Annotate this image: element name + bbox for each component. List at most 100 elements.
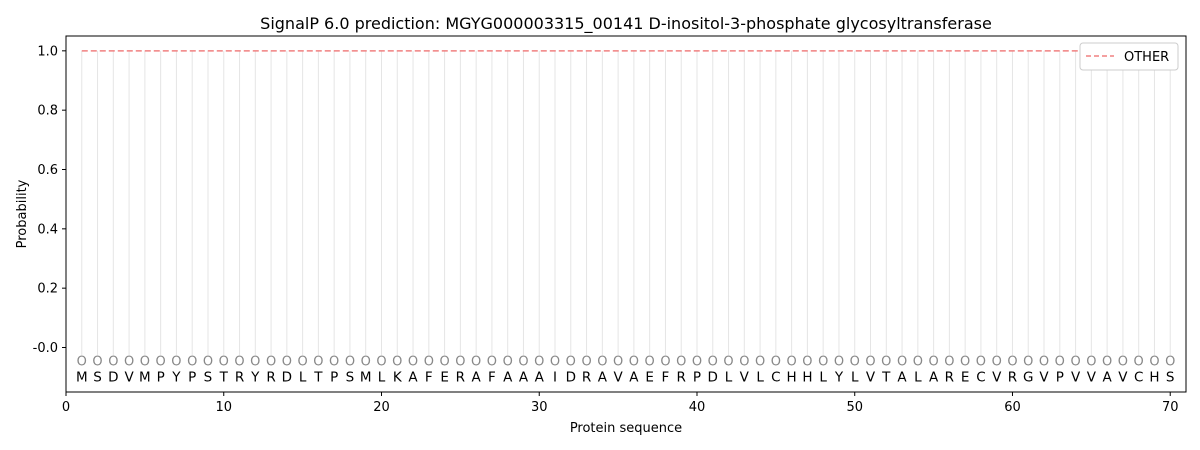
- x-tick-label: 0: [62, 400, 70, 415]
- residue-marker: O: [140, 354, 150, 369]
- residue-letter: D: [708, 370, 718, 386]
- grid-lines: [81, 50, 1171, 355]
- residue-marker: O: [329, 354, 339, 369]
- residue-letter: S: [93, 370, 102, 386]
- residue-marker: O: [1007, 354, 1017, 369]
- residue-letter: H: [1149, 370, 1159, 386]
- x-tick-label: 20: [373, 400, 390, 415]
- residue-marker: O: [298, 354, 308, 369]
- residue-marker: O: [282, 354, 292, 369]
- residue-marker: O: [613, 354, 623, 369]
- residue-letter: L: [851, 370, 859, 386]
- residue-letter: D: [108, 370, 118, 386]
- residue-marker: O: [503, 354, 513, 369]
- residue-letter: G: [1023, 370, 1033, 386]
- residue-letter: Y: [834, 370, 844, 386]
- residue-letter: R: [235, 370, 244, 386]
- residue-marker: O: [976, 354, 986, 369]
- residue-marker: O: [818, 354, 828, 369]
- residue-letter: T: [313, 370, 323, 386]
- residue-marker: O: [1102, 354, 1112, 369]
- residue-marker: O: [250, 354, 260, 369]
- residue-marker: O: [1149, 354, 1159, 369]
- residue-letter: A: [897, 370, 907, 386]
- plot-frame: [65, 35, 1187, 393]
- chart-title: SignalP 6.0 prediction: MGYG000003315_00…: [260, 14, 992, 34]
- residue-marker: O: [376, 354, 386, 369]
- residue-marker: O: [944, 354, 954, 369]
- y-axis-label: Probability: [15, 179, 30, 248]
- residue-marker: O: [313, 354, 323, 369]
- residue-letter: L: [914, 370, 922, 386]
- residue-letter: M: [76, 370, 88, 386]
- residue-marker: O: [1118, 354, 1128, 369]
- y-tick-label: 0.4: [37, 222, 58, 237]
- legend-box: [1079, 42, 1179, 71]
- residue-letter: V: [866, 370, 876, 386]
- residue-marker: O: [645, 354, 655, 369]
- residue-letter: H: [802, 370, 812, 386]
- residue-letter: V: [740, 370, 750, 386]
- residue-marker: O: [234, 354, 244, 369]
- legend: OTHER: [1079, 42, 1179, 71]
- residue-marker: O: [692, 354, 702, 369]
- residue-letter: A: [929, 370, 939, 386]
- x-axis-ticks: 0 10 20 30 40 50 60 70: [62, 392, 1179, 415]
- residue-letter: T: [219, 370, 229, 386]
- residue-letter: P: [693, 370, 701, 386]
- residue-marker: O: [266, 354, 276, 369]
- residue-marker: O: [581, 354, 591, 369]
- residue-letter: V: [992, 370, 1002, 386]
- residue-letter: E: [440, 370, 449, 386]
- residue-letter: P: [157, 370, 165, 386]
- residue-letter: L: [725, 370, 733, 386]
- residue-marker: O: [928, 354, 938, 369]
- residue-marker: O: [597, 354, 607, 369]
- residue-marker: O: [1086, 354, 1096, 369]
- y-axis-ticks: -0.0 0.2 0.4 0.6 0.8 1.0: [33, 44, 66, 356]
- residue-marker: O: [77, 354, 87, 369]
- residue-letter: M: [360, 370, 372, 386]
- residue-letter: A: [519, 370, 529, 386]
- residue-marker: O: [518, 354, 528, 369]
- residue-letter: S: [204, 370, 213, 386]
- residue-marker: O: [834, 354, 844, 369]
- residue-marker: O: [1165, 354, 1175, 369]
- residue-letter: C: [1134, 370, 1143, 386]
- residue-letter: R: [266, 370, 275, 386]
- residue-letter: F: [425, 370, 433, 386]
- residue-marker: O: [92, 354, 102, 369]
- residue-letter: V: [1118, 370, 1128, 386]
- residue-letter: C: [976, 370, 985, 386]
- residue-marker: O: [203, 354, 213, 369]
- residue-letter: A: [503, 370, 513, 386]
- residue-marker: O: [455, 354, 465, 369]
- residue-marker: O: [676, 354, 686, 369]
- residue-letter: P: [330, 370, 338, 386]
- residue-letter: V: [124, 370, 134, 386]
- y-tick-label: 0.6: [37, 163, 58, 178]
- residue-marker: O: [660, 354, 670, 369]
- x-tick-label: 70: [1162, 400, 1179, 415]
- residue-marker: O: [471, 354, 481, 369]
- residue-letter: R: [456, 370, 465, 386]
- residue-marker: O: [219, 354, 229, 369]
- residue-letter: A: [1103, 370, 1113, 386]
- residue-letter: A: [535, 370, 545, 386]
- residue-letter: S: [1166, 370, 1175, 386]
- x-tick-label: 60: [1004, 400, 1021, 415]
- residue-marker: O: [1039, 354, 1049, 369]
- residue-letter: E: [645, 370, 654, 386]
- residue-marker: O: [124, 354, 134, 369]
- residue-marker: O: [1055, 354, 1065, 369]
- residue-marker: O: [960, 354, 970, 369]
- residue-letter: T: [881, 370, 891, 386]
- residue-marker: O: [913, 354, 923, 369]
- residue-marker: O: [424, 354, 434, 369]
- residue-marker: O: [392, 354, 402, 369]
- residue-letter: P: [188, 370, 196, 386]
- residue-marker: O: [345, 354, 355, 369]
- residue-letter: V: [1071, 370, 1081, 386]
